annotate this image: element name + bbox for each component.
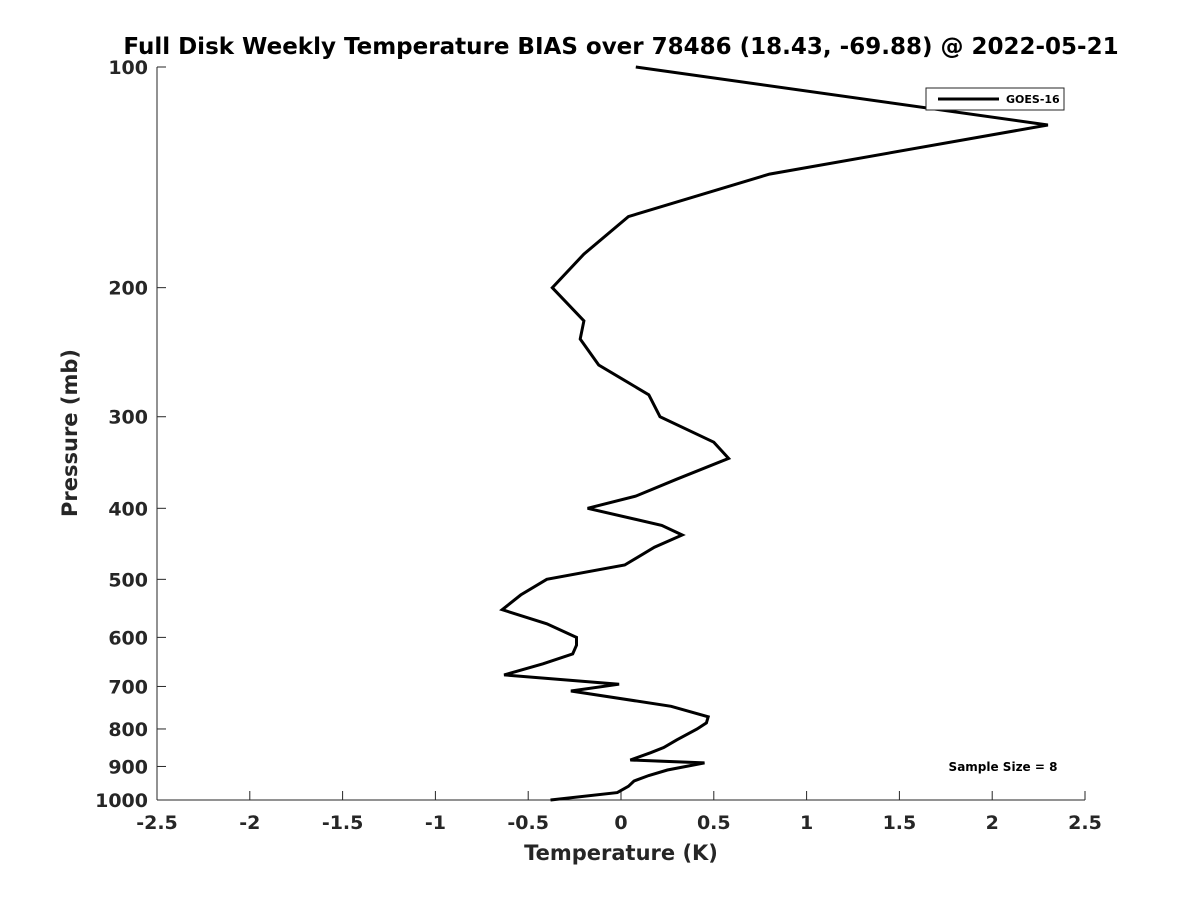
x-tick-label: -2.5: [136, 812, 178, 834]
x-tick-label: 1: [800, 812, 813, 834]
y-tick-label: 200: [108, 278, 148, 300]
y-tick-label: 400: [108, 498, 148, 520]
y-axis-ticks: 100 200 300 400 500 600 700 800 900 1000: [95, 57, 166, 812]
y-tick-label: 700: [108, 676, 148, 698]
x-tick-label: 2: [986, 812, 999, 834]
chart-title: Full Disk Weekly Temperature BIAS over 7…: [123, 34, 1118, 60]
series-group: [499, 65, 1049, 802]
x-tick-label: 2.5: [1068, 812, 1102, 834]
y-tick-label: 100: [108, 57, 148, 79]
x-tick-label: -1: [425, 812, 446, 834]
x-tick-label: 0.5: [697, 812, 731, 834]
legend-label: GOES-16: [1006, 93, 1060, 106]
sample-size-annotation: Sample Size = 8: [949, 760, 1058, 774]
y-tick-label: 1000: [95, 790, 148, 812]
x-axis-label: Temperature (K): [524, 841, 718, 865]
series-line-goes-16: [499, 65, 1049, 802]
y-tick-label: 800: [108, 719, 148, 741]
y-tick-label: 300: [108, 407, 148, 429]
x-axis-ticks: -2.5 -2 -1.5 -1 -0.5 0 0.5 1 1.5 2 2.5: [136, 791, 1102, 834]
y-tick-label: 600: [108, 627, 148, 649]
plot-area: [157, 67, 1085, 800]
y-tick-label: 900: [108, 756, 148, 778]
x-tick-label: -0.5: [507, 812, 549, 834]
x-tick-label: -1.5: [322, 812, 364, 834]
y-tick-label: 500: [108, 569, 148, 591]
x-tick-label: -2: [239, 812, 260, 834]
legend: GOES-16: [925, 87, 1065, 111]
y-axis-label: Pressure (mb): [58, 349, 82, 517]
x-tick-label: 1.5: [883, 812, 917, 834]
x-tick-label: 0: [614, 812, 627, 834]
